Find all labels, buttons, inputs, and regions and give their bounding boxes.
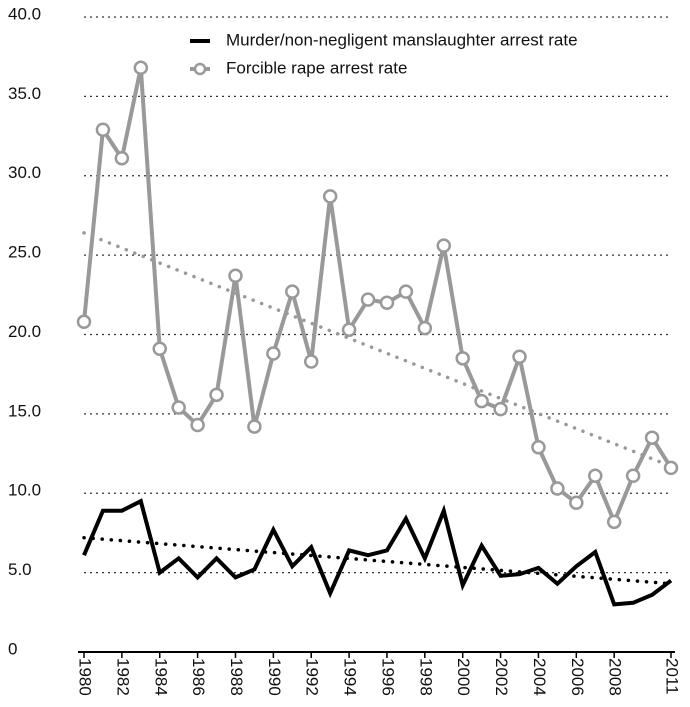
y-tick-label: 10.0 xyxy=(8,481,41,500)
y-tick-label: 15.0 xyxy=(8,401,41,420)
y-tick-label: 35.0 xyxy=(8,84,41,103)
point xyxy=(95,122,111,137)
point xyxy=(247,419,262,434)
point xyxy=(606,514,622,530)
trend-line xyxy=(82,231,673,469)
point xyxy=(114,151,130,166)
x-tick-label: 1982 xyxy=(113,658,132,696)
point xyxy=(228,268,243,284)
point xyxy=(360,292,376,307)
y-tick-label: 0 xyxy=(8,639,17,658)
point xyxy=(341,322,357,337)
y-tick-label: 25.0 xyxy=(8,243,41,262)
point xyxy=(455,351,470,366)
legend-label: Murder/non-negligent manslaughter arrest… xyxy=(226,30,578,49)
x-tick-label: 1986 xyxy=(189,658,208,696)
x-tick-label: 1984 xyxy=(151,658,170,696)
x-tick-label: 2002 xyxy=(492,658,511,696)
legend-marker xyxy=(193,62,207,76)
point xyxy=(152,341,167,357)
point xyxy=(436,238,452,253)
point xyxy=(133,60,149,76)
y-tick-label: 20.0 xyxy=(8,322,41,341)
point xyxy=(303,354,319,369)
x-tick-label: 1996 xyxy=(378,658,397,696)
legend-label: Forcible rape arrest rate xyxy=(226,58,407,77)
point xyxy=(171,400,186,415)
x-tick-label: 1988 xyxy=(227,658,246,696)
point xyxy=(322,189,338,204)
x-tick-label: 2004 xyxy=(530,658,549,696)
point xyxy=(474,393,489,409)
point xyxy=(531,439,546,455)
series-line xyxy=(82,498,673,607)
x-tick-label: 2006 xyxy=(568,658,587,696)
x-tick-label: 1998 xyxy=(416,658,435,696)
x-tick-label: 1994 xyxy=(341,658,360,696)
series-line xyxy=(82,67,673,528)
y-tick-label: 30.0 xyxy=(8,163,41,182)
x-tick-label: 2008 xyxy=(606,658,625,696)
point xyxy=(493,401,508,417)
x-tick-label: 2000 xyxy=(454,658,473,696)
point xyxy=(644,430,660,445)
point xyxy=(76,314,92,330)
point xyxy=(588,468,603,484)
point xyxy=(266,346,281,361)
point xyxy=(512,349,527,364)
point xyxy=(625,468,641,484)
point xyxy=(398,284,414,299)
y-tick-label: 5.0 xyxy=(8,560,32,579)
point xyxy=(550,481,565,496)
point xyxy=(285,284,300,299)
point xyxy=(209,387,224,403)
point xyxy=(379,295,395,310)
trend-line xyxy=(82,535,673,586)
x-tick-label: 1980 xyxy=(76,658,95,696)
y-tick-label: 40.0 xyxy=(8,4,41,23)
x-tick-label: 1990 xyxy=(265,658,284,696)
x-tick-label: 2011 xyxy=(663,658,682,695)
x-tick-label: 1992 xyxy=(303,658,322,696)
point xyxy=(663,460,679,476)
point xyxy=(569,495,584,511)
point xyxy=(417,320,433,336)
point xyxy=(190,417,205,433)
